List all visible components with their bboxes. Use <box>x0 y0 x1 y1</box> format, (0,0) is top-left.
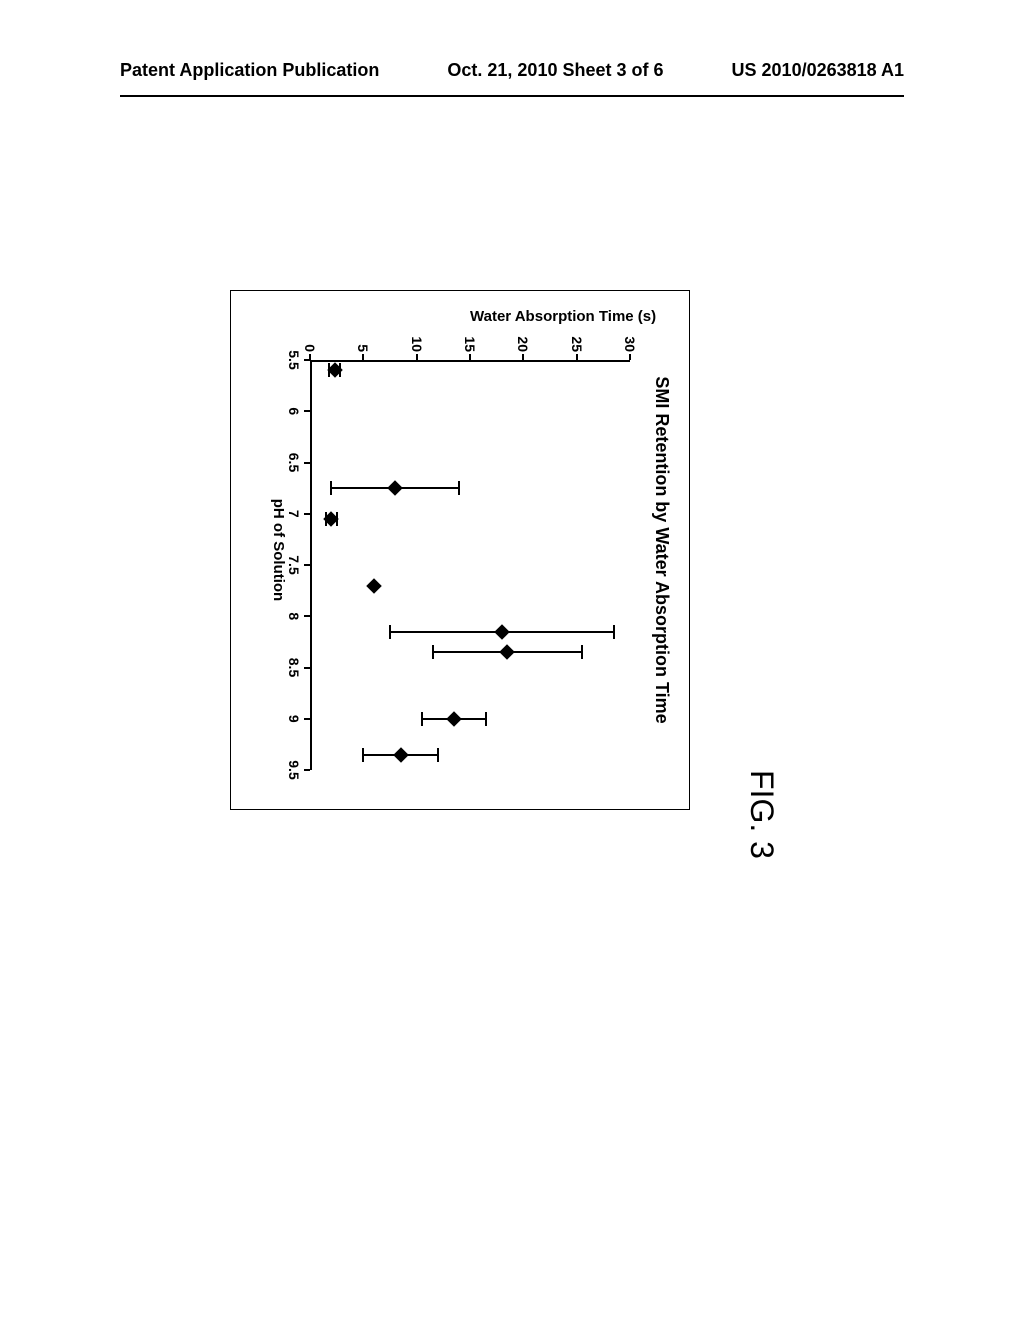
x-axis-line <box>310 360 312 770</box>
diamond-marker <box>393 747 409 763</box>
data-point <box>390 483 401 494</box>
y-tick-label: 30 <box>622 336 638 352</box>
patent-page: Patent Application Publication Oct. 21, … <box>0 0 1024 1320</box>
x-tick <box>304 667 310 669</box>
x-tick <box>304 769 310 771</box>
x-tick <box>304 513 310 515</box>
diamond-marker <box>494 624 510 640</box>
error-cap-bottom <box>362 748 364 762</box>
y-tick <box>416 354 418 360</box>
chart-container: SMI Retention by Water Absorption Time W… <box>230 290 690 810</box>
error-cap-top <box>581 645 583 659</box>
error-cap-bottom <box>330 481 332 495</box>
figure-label: FIG. 3 <box>743 770 780 859</box>
diamond-marker <box>324 511 340 527</box>
error-cap-bottom <box>389 625 391 639</box>
header-center: Oct. 21, 2010 Sheet 3 of 6 <box>447 60 663 81</box>
y-tick-label: 10 <box>409 336 425 352</box>
y-axis-line <box>310 360 630 362</box>
data-point <box>449 713 460 724</box>
error-cap-top <box>485 712 487 726</box>
x-tick-label: 6 <box>286 407 302 415</box>
diamond-marker <box>500 644 516 660</box>
error-cap-top <box>613 625 615 639</box>
x-tick-label: 6.5 <box>286 453 302 472</box>
plot-area: 0510152025305.566.577.588.599.5 <box>310 360 630 770</box>
x-tick-label: 9 <box>286 715 302 723</box>
x-tick <box>304 564 310 566</box>
data-point <box>326 513 337 524</box>
error-cap-top <box>437 748 439 762</box>
error-cap-bottom <box>432 645 434 659</box>
header-divider <box>120 95 904 97</box>
chart-title: SMI Retention by Water Absorption Time <box>651 290 672 810</box>
x-tick-label: 5.5 <box>286 350 302 369</box>
y-tick <box>469 354 471 360</box>
x-tick-label: 7 <box>286 510 302 518</box>
data-point <box>329 365 340 376</box>
x-tick <box>304 615 310 617</box>
x-tick-label: 8.5 <box>286 658 302 677</box>
x-tick-label: 7.5 <box>286 555 302 574</box>
diamond-marker <box>327 362 343 378</box>
x-tick <box>304 410 310 412</box>
y-tick <box>576 354 578 360</box>
diamond-marker <box>388 480 404 496</box>
y-tick-label: 20 <box>515 336 531 352</box>
y-tick <box>362 354 364 360</box>
data-point <box>395 749 406 760</box>
header-right: US 2010/0263818 A1 <box>732 60 904 81</box>
data-point <box>497 626 508 637</box>
data-point <box>502 647 513 658</box>
error-cap-bottom <box>421 712 423 726</box>
y-tick-label: 15 <box>462 336 478 352</box>
x-tick <box>304 718 310 720</box>
x-tick-label: 9.5 <box>286 760 302 779</box>
y-tick-label: 0 <box>302 344 318 352</box>
x-tick-label: 8 <box>286 612 302 620</box>
y-tick-label: 5 <box>355 344 371 352</box>
x-axis-title: pH of Solution <box>270 290 287 810</box>
x-tick <box>304 462 310 464</box>
page-header: Patent Application Publication Oct. 21, … <box>0 60 1024 81</box>
x-tick <box>304 359 310 361</box>
y-tick <box>522 354 524 360</box>
y-tick-label: 25 <box>569 336 585 352</box>
diamond-marker <box>366 578 382 594</box>
header-left: Patent Application Publication <box>120 60 379 81</box>
y-tick <box>629 354 631 360</box>
error-cap-top <box>458 481 460 495</box>
y-axis-title: Water Absorption Time (s) <box>470 308 656 325</box>
data-point <box>369 580 380 591</box>
diamond-marker <box>446 711 462 727</box>
